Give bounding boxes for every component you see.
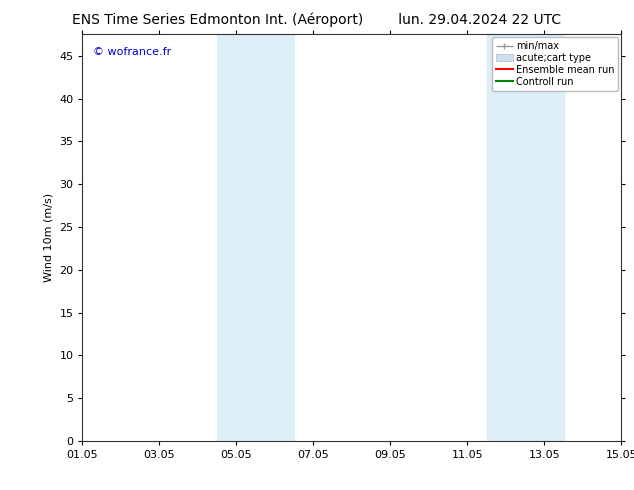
Legend: min/max, acute;cart type, Ensemble mean run, Controll run: min/max, acute;cart type, Ensemble mean … <box>492 37 618 91</box>
Y-axis label: Wind 10m (m/s): Wind 10m (m/s) <box>44 193 54 282</box>
Bar <box>236 34 294 441</box>
Bar <box>487 34 506 441</box>
Bar <box>506 34 564 441</box>
Bar <box>217 34 236 441</box>
Text: ENS Time Series Edmonton Int. (Aéroport)        lun. 29.04.2024 22 UTC: ENS Time Series Edmonton Int. (Aéroport)… <box>72 12 562 27</box>
Text: © wofrance.fr: © wofrance.fr <box>93 47 171 56</box>
